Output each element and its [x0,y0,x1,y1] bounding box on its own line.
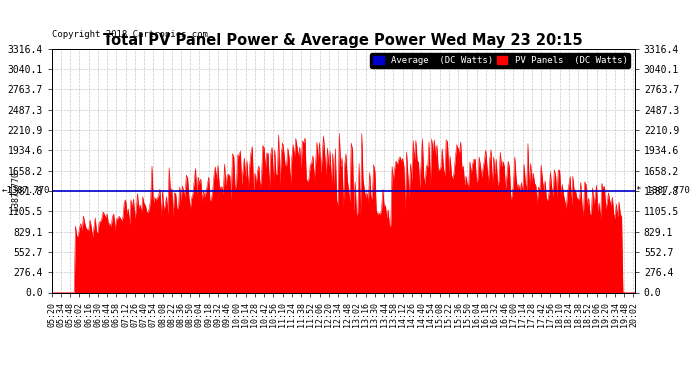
Text: 1387.770: 1387.770 [10,171,20,210]
Text: * 1387.770: * 1387.770 [636,186,690,195]
Title: Total PV Panel Power & Average Power Wed May 23 20:15: Total PV Panel Power & Average Power Wed… [104,33,583,48]
Text: Copyright 2018 Cartronics.com: Copyright 2018 Cartronics.com [52,30,208,39]
Legend: Average  (DC Watts), PV Panels  (DC Watts): Average (DC Watts), PV Panels (DC Watts) [370,53,630,68]
Text: ←1387.770: ←1387.770 [2,186,50,195]
